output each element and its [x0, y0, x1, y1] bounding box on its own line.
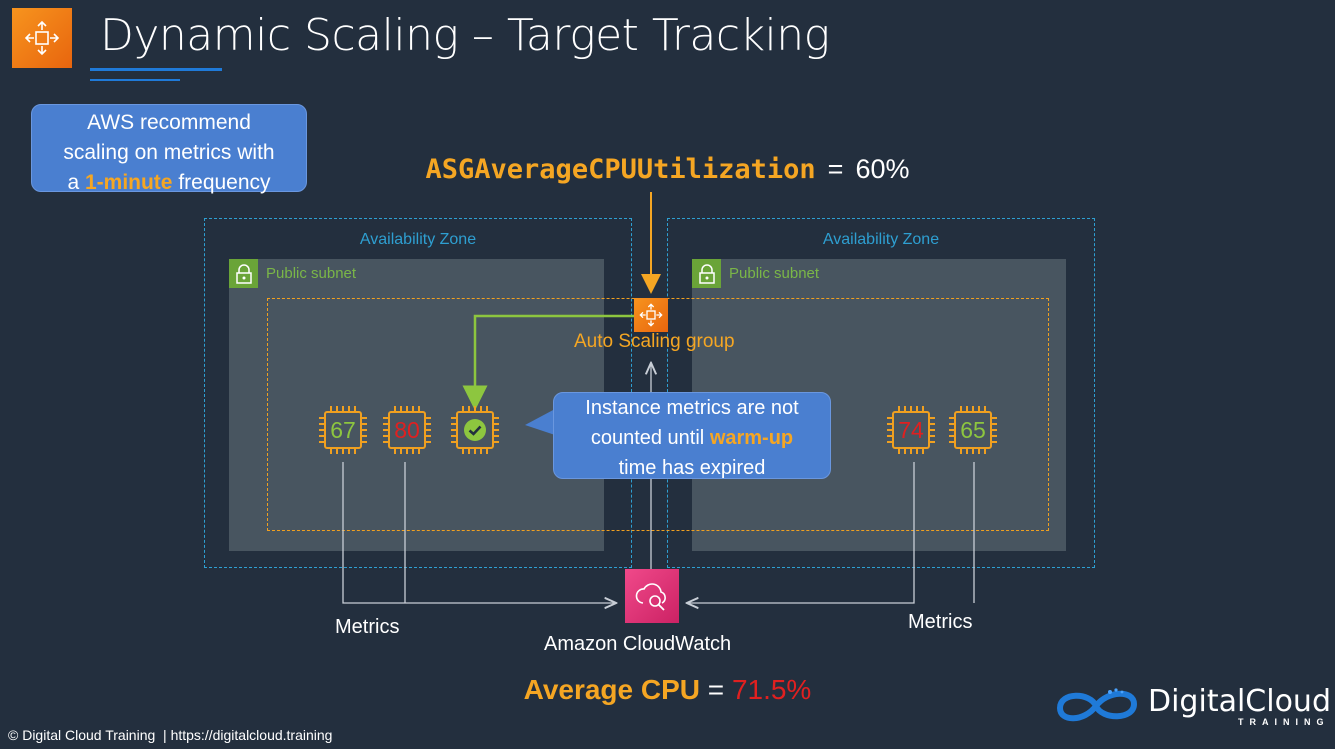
- check-circle-icon: [464, 419, 486, 441]
- average-cpu-label: Average CPU: [523, 674, 701, 705]
- metrics-label-right: Metrics: [908, 611, 973, 633]
- ec2-instance-4: 65: [947, 404, 999, 456]
- subnet-label: Public subnet: [729, 265, 820, 282]
- chip-icon: [451, 406, 499, 454]
- callout-line-1: Instance metrics are not: [585, 397, 799, 419]
- callout-pointer: [525, 409, 555, 435]
- az-label: Availability Zone: [822, 231, 940, 248]
- chip-icon: [383, 406, 431, 454]
- cpu-value: 74: [898, 417, 924, 443]
- metric-name: ASGAverageCPUUtilization: [425, 154, 816, 185]
- infinity-logo-icon: [1056, 688, 1138, 722]
- lock-icon: [692, 259, 721, 288]
- metrics-label-left: Metrics: [335, 616, 400, 638]
- ec2-instance-3: 74: [885, 404, 937, 456]
- chip-icon: [887, 406, 935, 454]
- chip-icon: [319, 406, 367, 454]
- callout-highlight: warm-up: [709, 427, 794, 449]
- lock-icon: [229, 259, 258, 288]
- ec2-instance-2: 80: [381, 404, 433, 456]
- note-line-1: AWS recommend: [87, 111, 251, 134]
- warm-up-callout: Instance metrics are not counted until w…: [553, 392, 831, 479]
- callout-line-3: time has expired: [618, 457, 766, 479]
- cpu-value: 65: [960, 417, 986, 443]
- footer-copyright: © Digital Cloud Training | https://digit…: [8, 727, 333, 743]
- title-underline: [90, 68, 222, 71]
- note-prefix: a: [67, 171, 85, 194]
- recommendation-note: AWS recommend scaling on metrics with a …: [31, 104, 307, 194]
- az-label: Availability Zone: [359, 231, 477, 248]
- cpu-value: 67: [330, 417, 356, 443]
- title-underline-short: [90, 79, 180, 81]
- metric-target-value: 60%: [855, 154, 910, 184]
- note-highlight: 1-minute: [84, 171, 173, 194]
- chip-icon: [949, 406, 997, 454]
- note-suffix: frequency: [172, 171, 271, 194]
- note-line-2: scaling on metrics with: [63, 141, 275, 164]
- logo-text: DigitalCloud: [1148, 684, 1331, 719]
- cpu-value: 80: [394, 417, 420, 443]
- slide-title: Dynamic Scaling – Target Tracking: [100, 10, 830, 61]
- note-line-3: a 1-minute frequency: [38, 168, 300, 198]
- metric-operator: =: [827, 154, 844, 184]
- cloudwatch-icon: [625, 569, 679, 623]
- ec2-instance-1: 67: [317, 404, 369, 456]
- asg-label: Auto Scaling group: [574, 331, 735, 352]
- subnet-label: Public subnet: [266, 265, 357, 282]
- average-operator: =: [700, 674, 732, 705]
- callout-line-2: counted until warm-up: [554, 423, 830, 453]
- callout-prefix: counted until: [590, 427, 710, 449]
- target-metric: ASGAverageCPUUtilization = 60%: [0, 152, 1335, 187]
- auto-scaling-icon: [12, 8, 72, 68]
- digitalcloud-logo: DigitalCloud TRAINING: [1050, 680, 1331, 730]
- average-cpu-value: 71.5%: [731, 674, 812, 705]
- logo-subtext: TRAINING: [1238, 717, 1330, 727]
- average-cpu: Average CPU = 71.5%: [0, 672, 1335, 708]
- cloudwatch-label: Amazon CloudWatch: [544, 633, 732, 655]
- auto-scaling-group-icon: [634, 298, 668, 332]
- ec2-instance-warming: [449, 404, 501, 456]
